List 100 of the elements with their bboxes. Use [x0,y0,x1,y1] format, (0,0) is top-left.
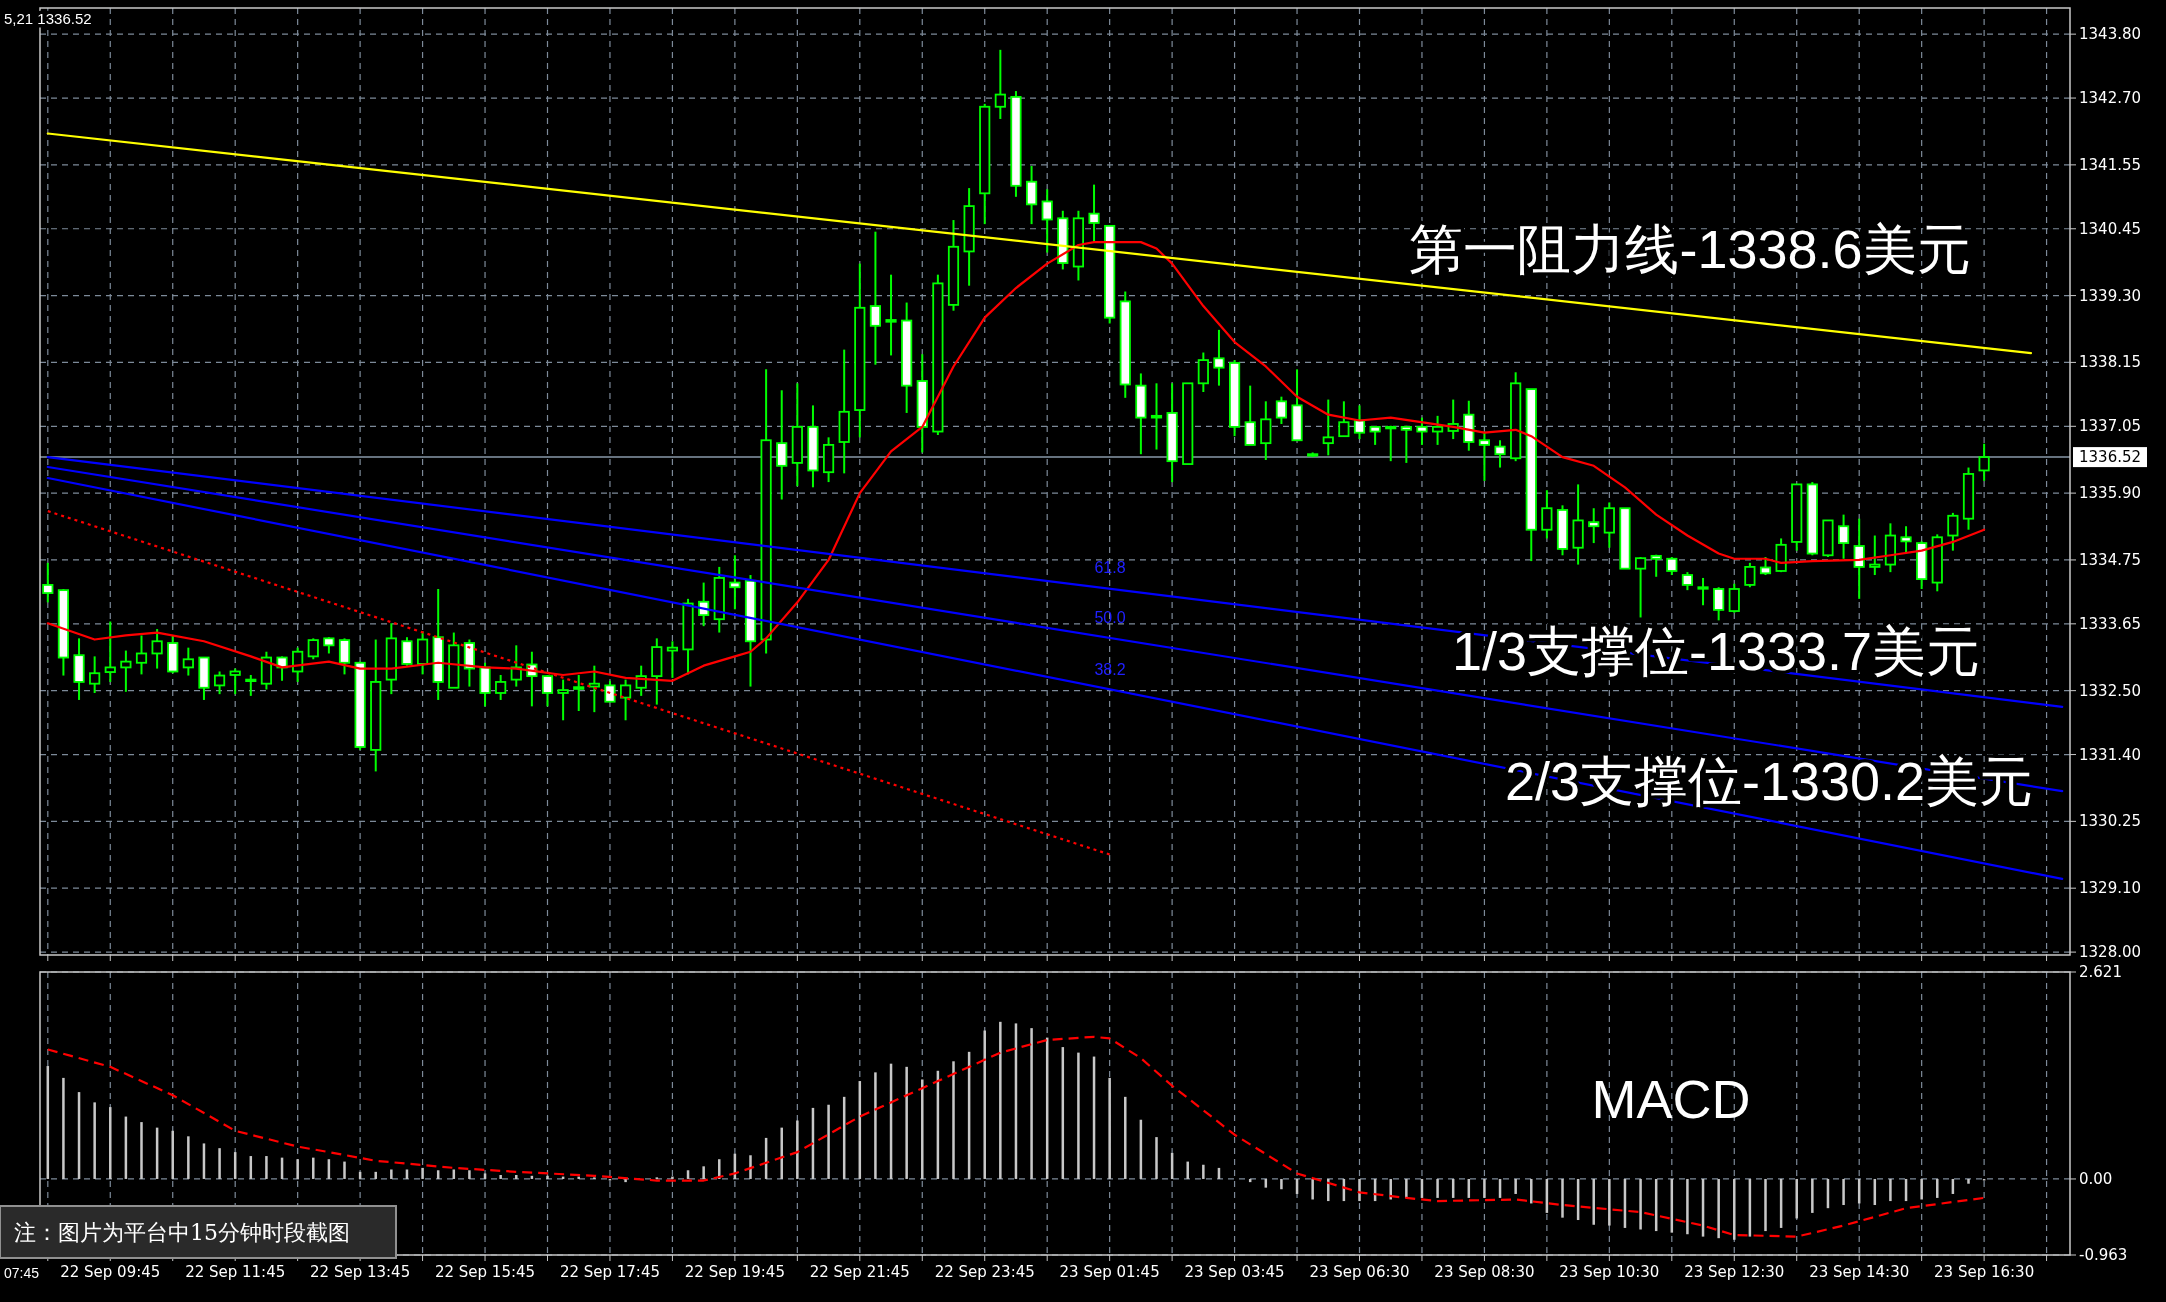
candlestick [1416,416,1428,446]
x-tick-label: 22 Sep 11:45 [185,1263,286,1281]
bar [62,1077,65,1179]
bar [1842,1178,1845,1206]
bar [921,1079,924,1179]
annotation: 50.0 [1094,609,1126,626]
x-tick-label: 22 Sep 09:45 [60,1263,161,1281]
y-tick-label: 1343.80 [2079,25,2142,44]
candlestick [182,646,194,677]
bar [905,1066,908,1179]
y-tick-label: 1340.45 [2079,219,2142,238]
bar [546,1175,549,1179]
candlestick [1697,576,1709,607]
bar [296,1159,299,1179]
candlestick [541,673,554,708]
bar [1514,1178,1517,1194]
candlestick [1431,414,1444,446]
candlestick [1713,586,1725,622]
y-tick-label: 1331.40 [2079,745,2142,764]
bar [780,1127,783,1179]
bar [343,1161,346,1179]
candlestick [495,673,507,701]
candlestick [776,389,788,501]
bar [983,1030,986,1179]
candlestick [1728,582,1740,614]
bar [109,1107,112,1179]
bar [390,1169,393,1179]
bar [1639,1178,1642,1230]
candlestick [1869,534,1881,577]
bar [1592,1178,1595,1225]
x-tick-label: 23 Sep 10:30 [1559,1263,1660,1281]
bar [1202,1164,1205,1179]
candlestick [1541,489,1553,540]
bar [1311,1178,1314,1200]
candlestick [1947,511,1959,552]
candlestick [1494,439,1506,469]
candlestick [1260,400,1272,461]
candlestick [1400,424,1412,464]
candlestick [1385,424,1397,463]
bar [1561,1178,1564,1218]
y-tick-label: 1332.50 [2079,681,2142,700]
bar [952,1061,955,1179]
bar [468,1170,471,1179]
bar [1889,1178,1892,1202]
candlestick [1025,165,1038,226]
x-tick-label: 23 Sep 14:30 [1809,1263,1910,1281]
candlestick [1088,183,1100,244]
candlestick [120,649,132,693]
ref-line-label: 1336.52 [2079,448,2142,467]
bar [1530,1178,1533,1204]
y-tick-label: 1341.55 [2079,155,2142,174]
bar [374,1171,377,1179]
bar [140,1122,143,1179]
y-tick-label: 1334.75 [2079,550,2142,569]
y-tick-label: 1333.65 [2079,614,2142,633]
bar [702,1166,705,1179]
x-tick-label: 22 Sep 19:45 [684,1263,785,1281]
x-tick-label: 22 Sep 23:45 [934,1263,1035,1281]
bar [1030,1028,1033,1179]
candlestick [229,667,241,696]
candlestick [1353,404,1366,441]
bar [218,1148,221,1179]
candlestick [1837,513,1850,560]
bar [1280,1178,1283,1190]
bar [718,1159,721,1179]
candlestick [1213,328,1225,387]
candlestick [104,620,116,683]
candlestick [307,637,319,661]
annotation: 38.2 [1094,661,1126,678]
candlestick [573,673,585,712]
bar [499,1175,502,1179]
text: 07:45 [4,1265,40,1281]
candlestick [1150,382,1163,451]
bar [1936,1178,1939,1198]
bar [1108,1077,1111,1179]
bar [1764,1178,1767,1232]
x-tick-label: 23 Sep 08:30 [1434,1263,1535,1281]
x-tick-label: 22 Sep 17:45 [559,1263,661,1281]
candlestick [729,554,741,611]
bar [999,1021,1002,1179]
candlestick [557,678,569,722]
y-tick-label: 1335.90 [2079,484,2142,503]
bar [187,1136,190,1179]
candlestick [1666,556,1678,577]
candlestick [1322,398,1334,457]
bar [1717,1178,1720,1239]
annotation: MACD [1591,1069,1751,1129]
candlestick [666,640,679,679]
bar [1608,1178,1611,1226]
candlestick [1275,395,1288,425]
x-tick-label: 22 Sep 21:45 [809,1263,910,1281]
bar [1327,1178,1330,1202]
candlestick [869,230,882,366]
candlestick [213,670,226,696]
x-tick-label: 23 Sep 01:45 [1059,1263,1160,1281]
bar [874,1072,877,1179]
candlestick [619,678,632,722]
bar [1967,1178,1970,1184]
annotation: 第一阻力线-1338.6美元 [1409,219,1971,279]
candlestick [1759,556,1772,577]
